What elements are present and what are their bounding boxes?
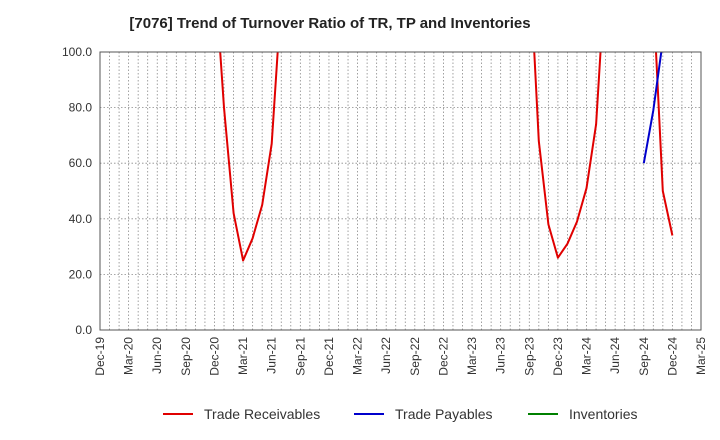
x-tick-label: Sep-23 bbox=[522, 337, 536, 376]
x-tick-label: Dec-24 bbox=[665, 337, 679, 376]
x-tick-label: Sep-21 bbox=[293, 337, 307, 376]
x-tick-label: Mar-20 bbox=[122, 337, 136, 375]
series-line-1 bbox=[533, 52, 602, 259]
series-line-2 bbox=[642, 52, 663, 164]
y-tick-label: 80.0 bbox=[69, 101, 93, 115]
x-tick-label: Mar-23 bbox=[465, 337, 479, 375]
x-tick-label: Dec-23 bbox=[551, 337, 565, 376]
y-tick-label: 0.0 bbox=[75, 323, 92, 337]
legend-label: Trade Receivables bbox=[204, 406, 320, 422]
x-tick-label: Mar-21 bbox=[236, 337, 250, 375]
x-tick-label: Mar-24 bbox=[580, 337, 594, 375]
x-tick-label: Sep-24 bbox=[637, 337, 651, 376]
x-tick-label: Mar-25 bbox=[694, 337, 708, 375]
y-tick-label: 40.0 bbox=[69, 212, 93, 226]
plot-frame bbox=[99, 51, 702, 331]
series-line-1 bbox=[219, 52, 279, 262]
x-tick-label: Jun-23 bbox=[494, 337, 508, 374]
x-tick-label: Dec-20 bbox=[207, 337, 221, 376]
x-tick-label: Dec-19 bbox=[93, 337, 107, 376]
x-tick-label: Sep-22 bbox=[408, 337, 422, 376]
grid bbox=[99, 51, 702, 330]
legend-label: Inventories bbox=[569, 406, 637, 422]
x-tick-label: Mar-22 bbox=[351, 337, 365, 375]
series-layer bbox=[219, 52, 674, 262]
legend: Trade Receivables Trade Payables Inventori… bbox=[163, 406, 637, 422]
y-tick-label: 20.0 bbox=[69, 267, 93, 281]
y-tick-label: 60.0 bbox=[69, 156, 93, 170]
x-tick-label: Jun-21 bbox=[265, 337, 279, 374]
axes: 0.0 20.0 40.0 60.0 80.0 100.0 Dec-19 Mar-20 Jun-… bbox=[62, 45, 708, 376]
y-tick-label: 100.0 bbox=[62, 45, 92, 59]
x-tick-label: Dec-22 bbox=[436, 337, 450, 376]
x-tick-label: Jun-24 bbox=[608, 337, 622, 374]
chart-title: [7076] Trend of Turnover Ratio of TR, TP… bbox=[129, 15, 531, 32]
x-tick-label: Jun-22 bbox=[379, 337, 393, 374]
x-tick-label: Dec-21 bbox=[322, 337, 336, 376]
x-tick-label: Sep-20 bbox=[179, 337, 193, 376]
series-line-1 bbox=[655, 52, 674, 236]
x-tick-label: Jun-20 bbox=[150, 337, 164, 374]
legend-label: Trade Payables bbox=[395, 406, 493, 422]
